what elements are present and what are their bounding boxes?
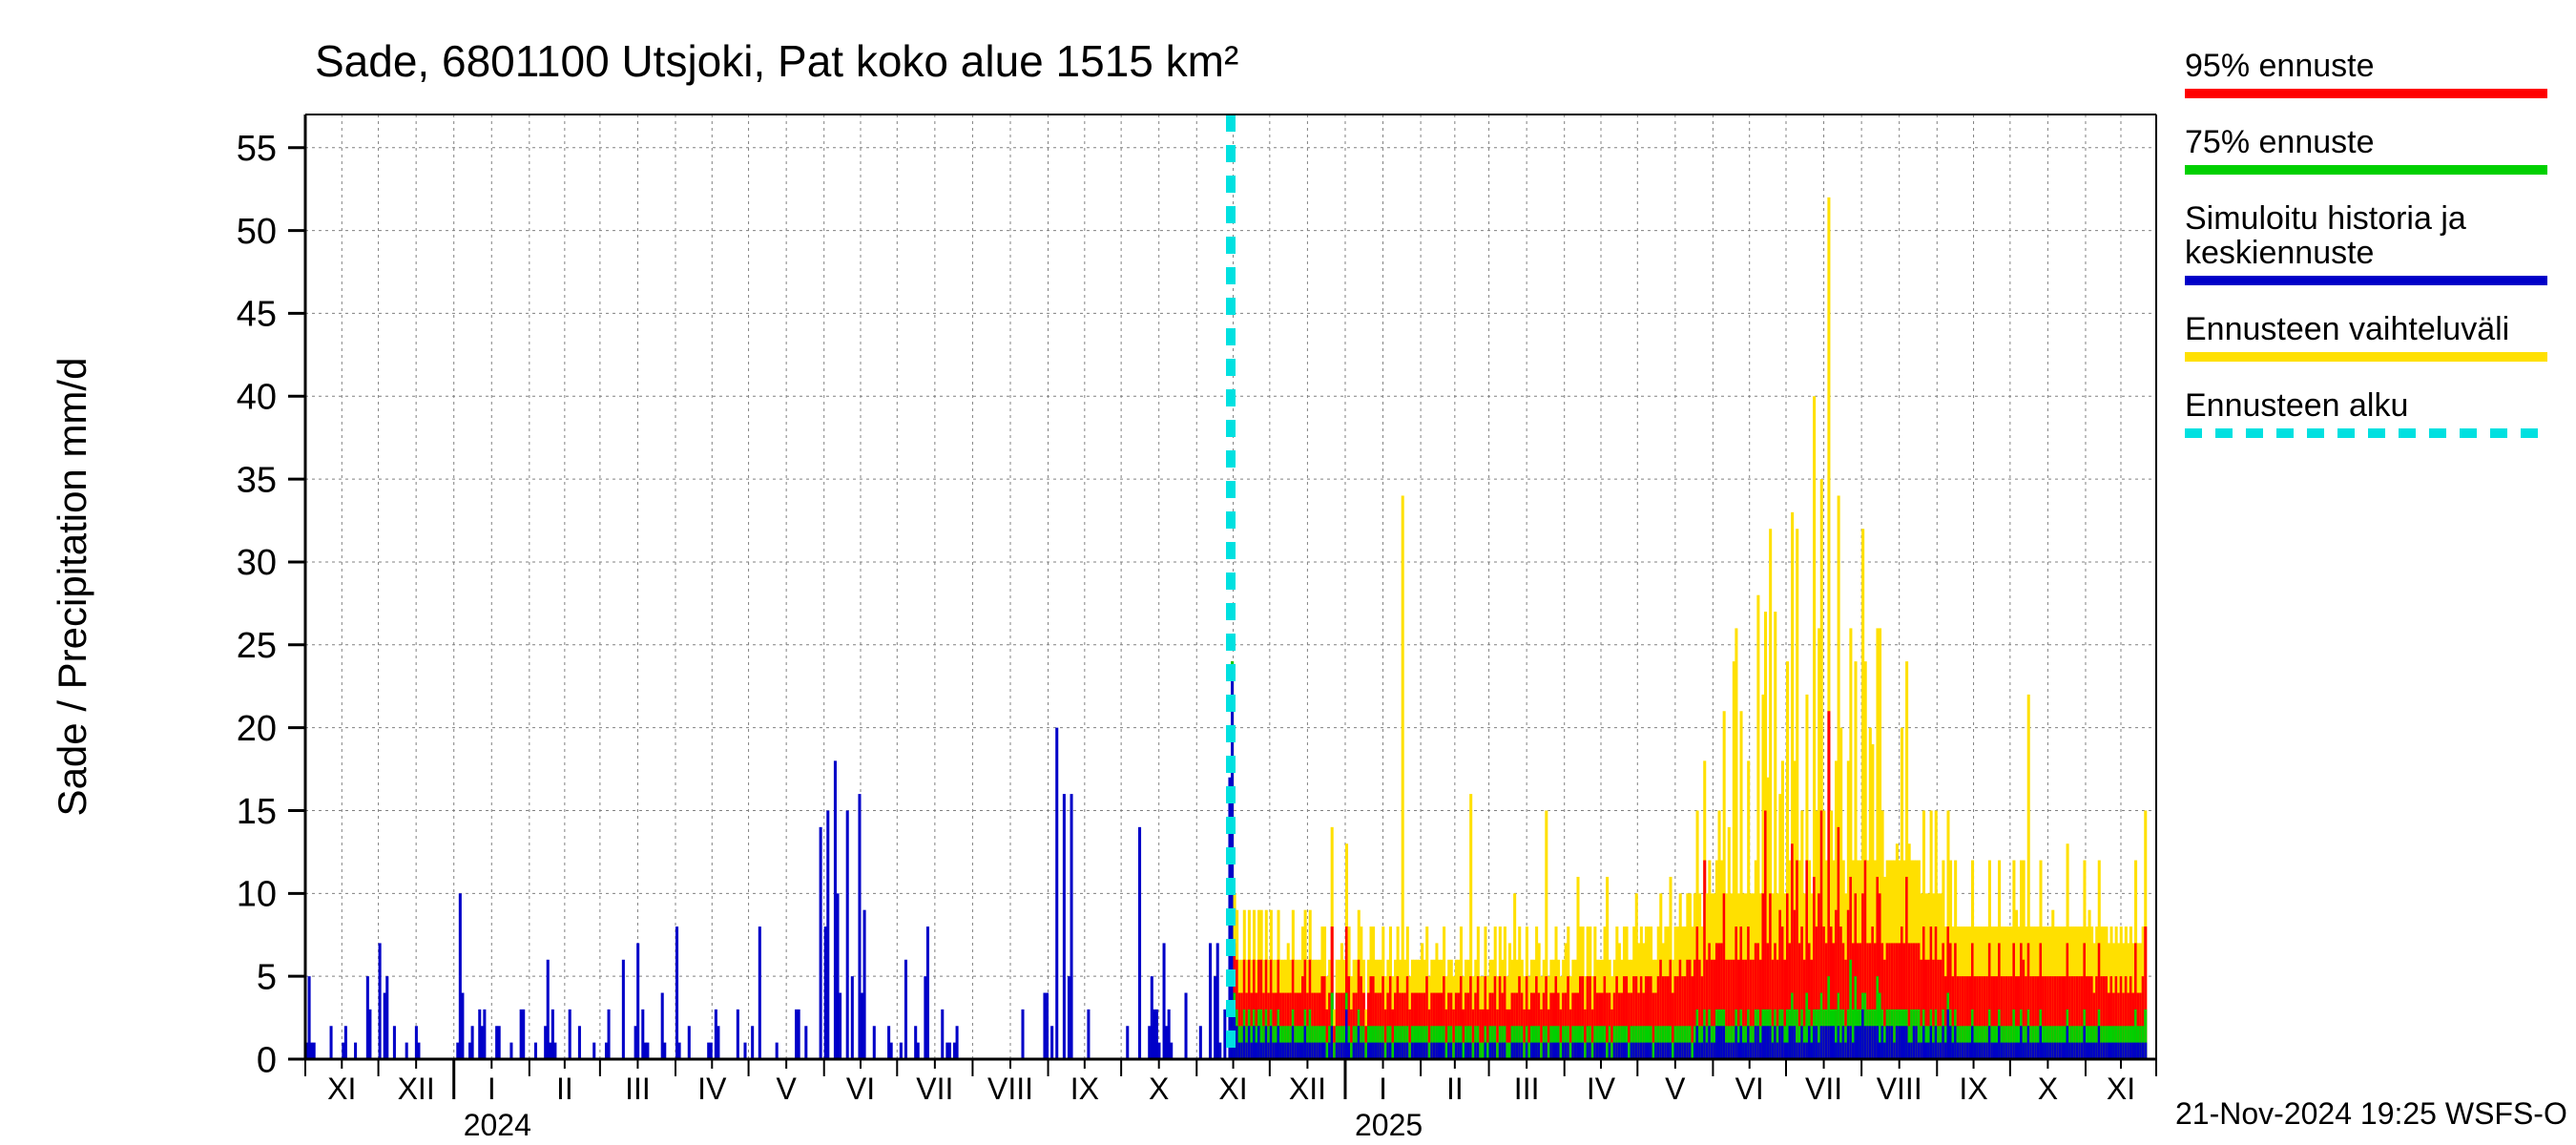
svg-text:15: 15 [237, 792, 277, 832]
svg-text:IX: IX [1959, 1072, 1987, 1106]
svg-text:X: X [1149, 1072, 1169, 1106]
y-axis-label: Sade / Precipitation mm/d [50, 358, 94, 817]
svg-text:VIII: VIII [1877, 1072, 1922, 1106]
svg-text:XI: XI [327, 1072, 356, 1106]
footer-text: 21-Nov-2024 19:25 WSFS-O [2175, 1096, 2567, 1131]
year-label: 2024 [464, 1108, 531, 1142]
svg-text:0: 0 [257, 1040, 277, 1080]
chart-container: 0510152025303540455055XIXIIIIIIIIIVVVIVI… [0, 0, 2576, 1145]
svg-text:20: 20 [237, 709, 277, 749]
year-label: 2025 [1355, 1108, 1423, 1142]
svg-text:50: 50 [237, 212, 277, 252]
svg-text:30: 30 [237, 543, 277, 583]
svg-text:IX: IX [1070, 1072, 1099, 1106]
svg-text:I: I [488, 1072, 496, 1106]
svg-text:5: 5 [257, 957, 277, 997]
svg-text:VIII: VIII [987, 1072, 1033, 1106]
chart-title: Sade, 6801100 Utsjoki, Pat koko alue 151… [315, 36, 1238, 86]
svg-text:X: X [2038, 1072, 2058, 1106]
precipitation-chart: 0510152025303540455055XIXIIIIIIIIIVVVIVI… [0, 0, 2576, 1145]
svg-text:VII: VII [1805, 1072, 1842, 1106]
svg-text:10: 10 [237, 875, 277, 915]
svg-text:XI: XI [1218, 1072, 1247, 1106]
svg-text:VI: VI [846, 1072, 875, 1106]
svg-text:45: 45 [237, 295, 277, 335]
svg-text:XI: XI [2107, 1072, 2135, 1106]
svg-text:IV: IV [1587, 1072, 1616, 1106]
legend-label: Ennusteen vaihteluväli [2185, 311, 2509, 347]
svg-text:XII: XII [398, 1072, 435, 1106]
svg-text:II: II [556, 1072, 573, 1106]
svg-text:40: 40 [237, 378, 277, 418]
svg-text:V: V [776, 1072, 797, 1106]
svg-text:25: 25 [237, 626, 277, 666]
svg-text:I: I [1379, 1072, 1387, 1106]
svg-text:III: III [625, 1072, 651, 1106]
svg-text:V: V [1665, 1072, 1686, 1106]
svg-text:III: III [1514, 1072, 1540, 1106]
svg-text:VI: VI [1735, 1072, 1764, 1106]
svg-text:35: 35 [237, 460, 277, 500]
svg-text:55: 55 [237, 129, 277, 169]
svg-text:II: II [1446, 1072, 1464, 1106]
svg-text:VII: VII [916, 1072, 953, 1106]
legend-label: 95% ennuste [2185, 48, 2375, 84]
legend-label: 75% ennuste [2185, 124, 2375, 160]
svg-text:XII: XII [1289, 1072, 1326, 1106]
legend-label: Ennusteen alku [2185, 387, 2408, 424]
svg-text:IV: IV [697, 1072, 727, 1106]
